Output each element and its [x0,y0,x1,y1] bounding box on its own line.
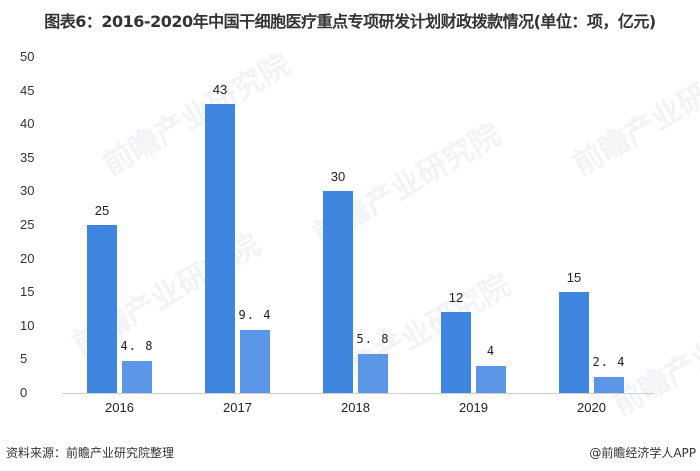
y-tick-label: 20 [20,250,35,266]
y-tick-label: 15 [20,284,35,300]
bar-2019-series1 [441,312,471,393]
data-label: 12 [448,290,464,306]
watermark: 前瞻产业研究院 [567,47,700,183]
y-tick-label: 40 [20,116,35,132]
data-label: 4. 8 [120,338,154,353]
watermark: 前瞻产业研究院 [97,47,297,183]
y-tick-label: 0 [20,385,28,400]
x-tick-label: 2019 [459,400,488,415]
y-tick-label: 35 [20,149,35,165]
data-label: 4 [486,344,496,359]
y-tick-label: 45 [20,82,35,98]
bar-2020-series2 [594,376,624,393]
y-tick-label: 5 [20,351,28,367]
x-tick-label: 2017 [223,400,252,415]
bar-2017-series1 [205,104,235,393]
y-tick-label: 25 [20,217,35,232]
y-tick-label: 30 [20,183,35,199]
x-tick-label: 2018 [341,400,370,415]
x-tick-label: 2020 [577,400,606,415]
data-label: 9. 4 [238,307,272,322]
y-tick-label: 50 [20,49,35,64]
bar-2016-series1 [87,225,117,393]
bar-2016-series2 [122,360,152,393]
y-tick-label: 10 [20,317,35,333]
data-label: 5. 8 [356,332,390,347]
bar-2017-series2 [240,329,270,393]
source-note: 资料来源：前瞻产业研究院整理 [6,446,175,460]
x-tick-label: 2016 [105,400,134,415]
chart-title: 图表6：2016-2020年中国干细胞医疗重点专项研发计划财政拨款情况(单位：项… [44,12,656,31]
data-label: 25 [94,203,110,218]
bar-2018-series1 [323,191,353,393]
bar-2020-series1 [559,292,589,393]
data-label: 2. 4 [592,354,626,369]
x-axis-line [62,393,654,394]
data-label: 30 [330,169,346,185]
bar-2019-series2 [476,366,506,393]
credit-note: @前瞻经济学人APP [589,446,696,460]
data-label: 43 [212,82,228,98]
data-label: 15 [566,270,582,286]
bar-2018-series2 [358,354,388,393]
